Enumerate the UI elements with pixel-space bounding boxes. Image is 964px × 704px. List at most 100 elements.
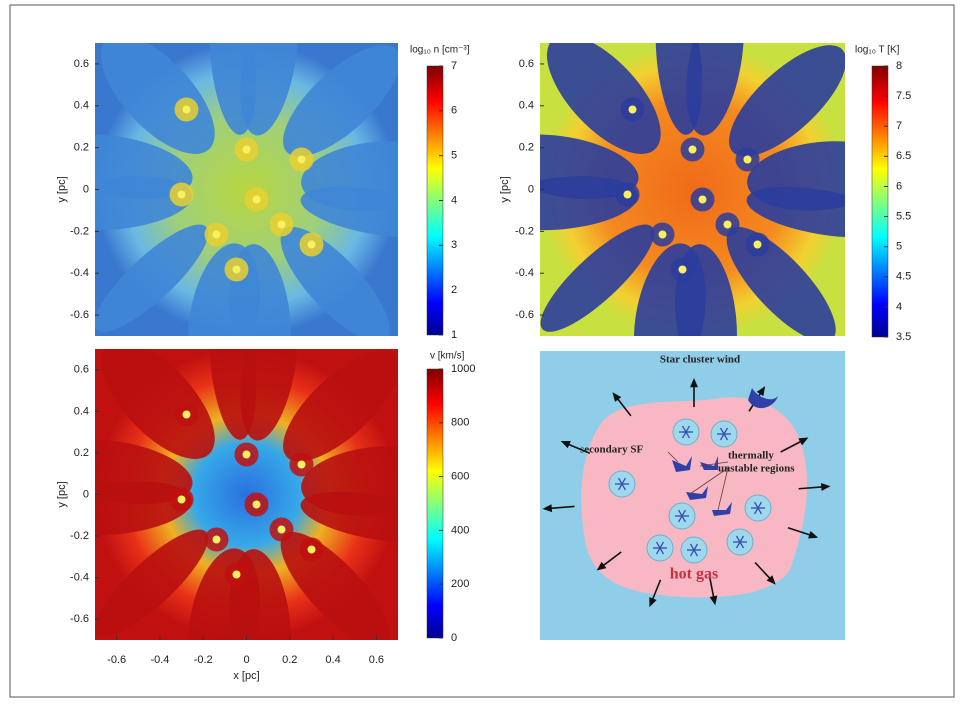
- hot-gas-label: hot gas: [670, 566, 718, 583]
- outflow-lobe: [240, 349, 298, 441]
- colorbar-tick-label: 600: [451, 471, 469, 483]
- cluster-core: [177, 190, 186, 199]
- star-clusters: [608, 418, 772, 564]
- cluster-star: [753, 501, 763, 515]
- outflow-lobe: [301, 141, 398, 211]
- unstable-clumps: [672, 388, 778, 516]
- cluster-core: [252, 500, 261, 509]
- heatmap-image: [95, 43, 398, 336]
- heatmap-image: [540, 43, 845, 336]
- x-tick-label: -0.4: [150, 654, 169, 666]
- heatmap-image: [95, 349, 398, 640]
- secondary-label: secondary SF: [580, 444, 644, 456]
- outflow-lobe: [729, 45, 845, 157]
- colorbar-tick-label: 200: [451, 578, 469, 590]
- colorbar-label: log₁₀ T [K]: [855, 45, 900, 56]
- cluster-core: [232, 570, 241, 579]
- outflow-lobe: [301, 446, 398, 516]
- arrow-head: [820, 483, 831, 491]
- outflow-lobe: [540, 224, 655, 332]
- colorbar-tick-label: 6.5: [896, 150, 911, 162]
- colorbar: [426, 368, 444, 639]
- colorbar-tick-label: 4.5: [896, 271, 911, 283]
- cluster-core: [307, 240, 316, 249]
- colorbar-label: v [km/s]: [430, 351, 465, 362]
- colorbar-tick-label: 7: [451, 60, 457, 72]
- outflow-lobe: [100, 43, 215, 154]
- cluster-core: [212, 230, 221, 239]
- y-tick-label: -0.6: [515, 309, 534, 321]
- frame: [9, 4, 955, 698]
- cluster-star: [655, 541, 665, 555]
- colorbar-tick-label: 8: [896, 60, 902, 72]
- thermal-label: thermally: [728, 450, 774, 462]
- colorbar-tick-label: 3.5: [896, 331, 911, 343]
- cluster-core: [182, 410, 191, 419]
- colorbar-tick-label: 6: [451, 105, 457, 117]
- y-axis-label: y [pc]: [56, 481, 68, 507]
- arrow-head: [766, 575, 776, 585]
- outflow-lobe: [283, 45, 398, 157]
- arrow-head: [756, 386, 766, 397]
- colorbar: [871, 65, 889, 338]
- outflow-lobe: [95, 134, 193, 200]
- colorbar-tick-label: 7: [896, 120, 902, 132]
- colorbar-tick-label: 400: [451, 524, 469, 536]
- outflow-lobe: [95, 224, 209, 332]
- colorbar-tick-label: 800: [451, 417, 469, 429]
- y-tick-label: -0.4: [70, 267, 89, 279]
- outflow-lobe: [283, 350, 398, 462]
- colorbar-tick-label: 3: [451, 239, 457, 251]
- diagram-panel: Star cluster wind secondary SF thermally…: [540, 351, 845, 640]
- y-tick-label: -0.6: [70, 613, 89, 625]
- x-tick-label: 0.2: [282, 654, 297, 666]
- cluster-core: [658, 230, 667, 239]
- y-tick-label: -0.6: [70, 309, 89, 321]
- x-tick-label: 0: [243, 654, 249, 666]
- colorbar-tick-label: 4: [896, 301, 902, 313]
- cluster-core: [688, 145, 697, 154]
- y-tick-label: 0.2: [519, 142, 534, 154]
- colorbar-tick-label: 1: [451, 329, 457, 341]
- y-axis-label: y [pc]: [499, 176, 511, 202]
- y-tick-label: -0.2: [70, 530, 89, 542]
- y-tick-label: -0.4: [515, 267, 534, 279]
- cluster-core: [252, 195, 261, 204]
- arrow-head: [709, 595, 718, 606]
- outflow-lobe: [540, 134, 639, 200]
- cluster-core: [307, 545, 316, 554]
- y-tick-label: 0.4: [74, 100, 89, 112]
- cluster-star: [617, 477, 627, 491]
- outflow-lobe: [95, 439, 193, 505]
- outflow-lobe: [747, 141, 845, 211]
- colorbar-tick-label: 0: [451, 632, 457, 644]
- cluster-core: [242, 145, 251, 154]
- cluster-core: [242, 450, 251, 459]
- y-tick-label: 0: [83, 183, 89, 195]
- arrow-head: [542, 504, 553, 513]
- cluster-core: [623, 190, 632, 199]
- cluster-core: [753, 240, 762, 249]
- heatmap-panel: [95, 349, 398, 640]
- thermal-label: unstable regions: [718, 463, 795, 475]
- arrow-head: [596, 561, 607, 571]
- y-axis-label: y [pc]: [56, 176, 68, 202]
- cluster-star: [719, 427, 729, 441]
- wind-arrows: [542, 377, 831, 608]
- y-tick-label: -0.2: [70, 225, 89, 237]
- cluster-core: [743, 155, 752, 164]
- cluster-core: [212, 535, 221, 544]
- heatmap-panel: [540, 43, 845, 336]
- arrow-head: [560, 441, 571, 449]
- outflow-lobe: [187, 243, 260, 336]
- y-tick-label: 0: [528, 183, 534, 195]
- cluster-star: [681, 425, 691, 439]
- colorbar-tick-label: 6: [896, 180, 902, 192]
- arrow-head: [690, 377, 698, 388]
- cluster-core: [277, 220, 286, 229]
- y-tick-label: 0: [83, 488, 89, 500]
- colorbar-tick-label: 4: [451, 194, 457, 206]
- cluster-core: [678, 265, 687, 274]
- outflow-lobe: [240, 43, 298, 136]
